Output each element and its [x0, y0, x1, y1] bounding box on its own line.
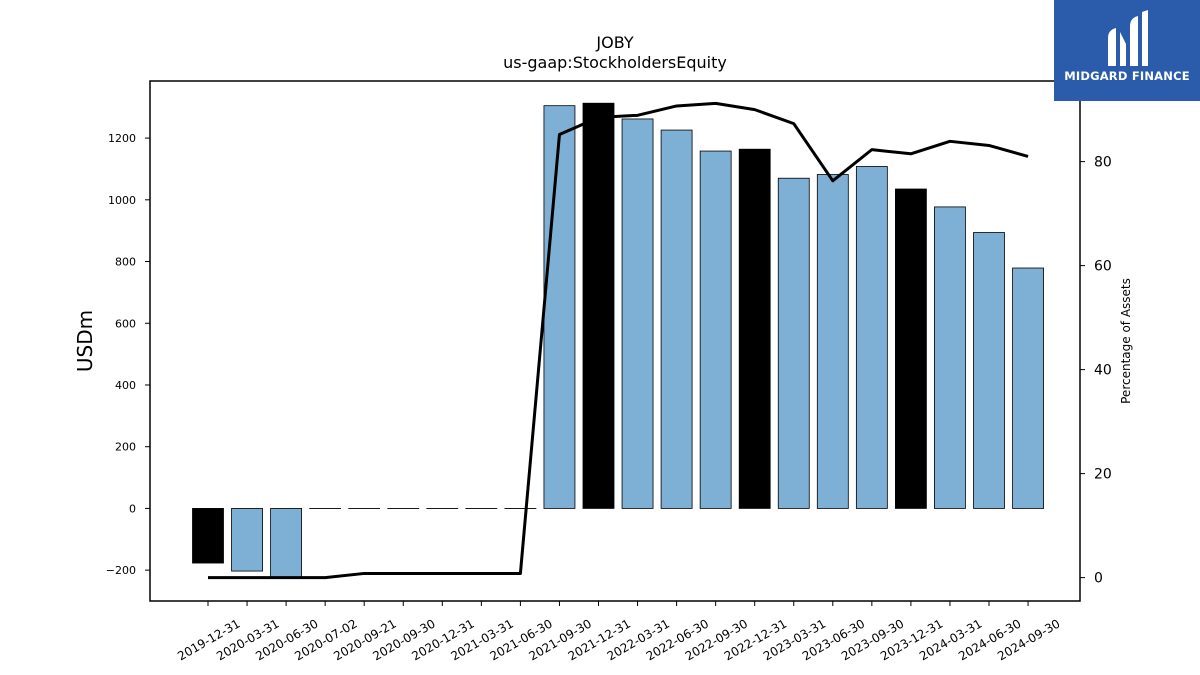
bar-2024-09-30: [1012, 267, 1044, 509]
y-tick-label: 800: [115, 256, 136, 269]
right-axis: 0 20 40 60 80: [1080, 155, 1112, 587]
bar-2022-03-31: [621, 118, 654, 509]
brand-logo: MIDGARD FINANCE: [1054, 0, 1200, 101]
bar-2022-06-30: [660, 129, 693, 509]
bar-2023-09-30: [855, 166, 888, 509]
line-group: [208, 101, 1029, 580]
chart-title: JOBY: [595, 33, 633, 52]
chart-subtitle: us-gaap:StockholdersEquity: [503, 53, 727, 72]
bar-2020-03-31: [231, 508, 263, 572]
plot-frame: [149, 80, 1081, 602]
bar-2024-03-31: [934, 206, 966, 509]
y2-axis-label: Percentage of Assets: [1119, 278, 1133, 404]
y-tick-label: 600: [115, 317, 136, 330]
left-axis: −200 0 200 400 600 800 1000 1200: [106, 132, 150, 577]
y2-tick-label: 0: [1094, 571, 1103, 587]
bar-2020-06-30: [270, 508, 303, 578]
y2-tick-label: 40: [1094, 363, 1112, 379]
bar-2023-03-31: [777, 177, 810, 509]
y-tick-label: 1000: [108, 194, 136, 207]
bar-2021-12-31: [582, 102, 615, 509]
bar-2023-06-30: [816, 174, 849, 509]
y-tick-label: 400: [115, 379, 136, 392]
bar-2022-12-31: [738, 148, 771, 509]
bar-2021-09-30: [543, 105, 576, 509]
y2-tick-label: 80: [1094, 155, 1112, 171]
bar-2019-12-31: [192, 508, 224, 564]
y2-tick-label: 60: [1094, 259, 1112, 275]
y2-tick-label: 20: [1094, 467, 1112, 483]
series-line-0: [208, 101, 1029, 580]
y-axis-label: USDm: [73, 310, 97, 372]
bar-2023-12-31: [895, 188, 927, 509]
bar-2022-09-30: [699, 150, 732, 509]
x-axis: 2019-12-312020-03-312020-06-302020-07-02…: [175, 601, 1063, 663]
logo-text: MIDGARD FINANCE: [1064, 69, 1190, 83]
y-tick-label: 200: [115, 441, 136, 454]
y-tick-label: −200: [106, 564, 136, 577]
bars-group: [192, 102, 1044, 578]
bar-2024-06-30: [973, 232, 1005, 509]
y-tick-label: 0: [129, 502, 136, 515]
logo-icon: [1108, 10, 1148, 66]
y-tick-label: 1200: [108, 132, 136, 145]
